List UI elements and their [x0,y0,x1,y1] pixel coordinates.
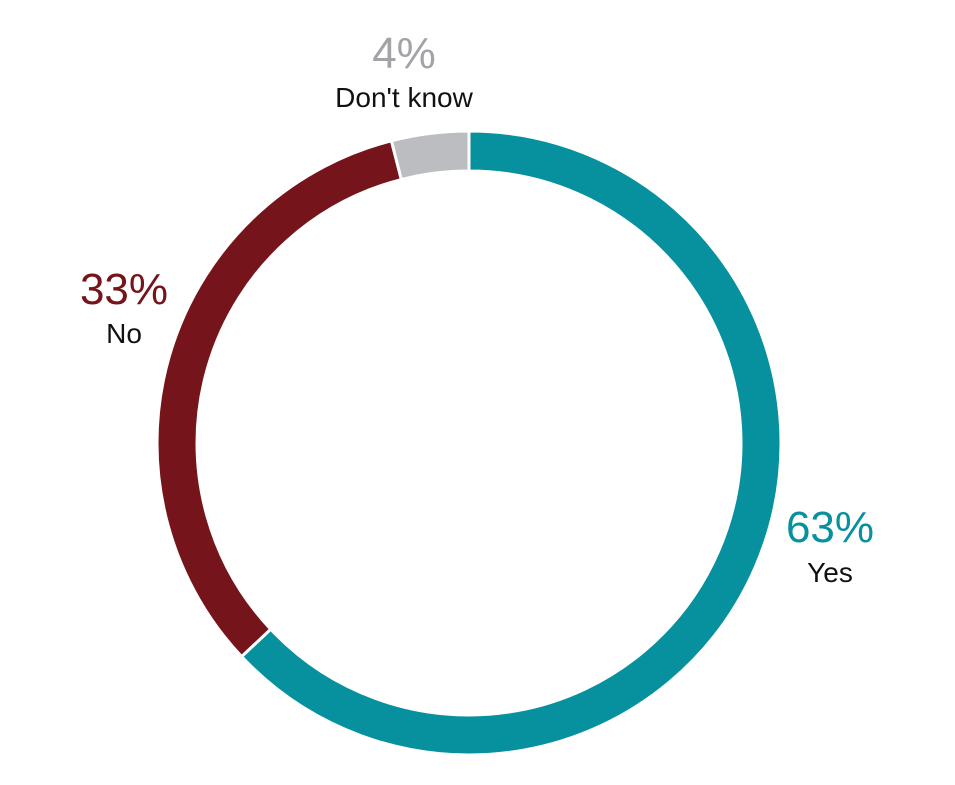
slice-dont-know [389,129,471,182]
donut-slices [155,129,783,757]
slice-value-dont-know: 4% [372,29,436,78]
slice-no [155,138,404,659]
slice-value-yes: 63% [786,503,874,552]
slice-label-yes: Yes [807,557,853,588]
slice-yes [239,129,783,757]
slice-label-no: No [106,318,142,349]
slice-value-no: 33% [80,265,168,314]
slice-label-dont-know: Don't know [335,82,473,113]
